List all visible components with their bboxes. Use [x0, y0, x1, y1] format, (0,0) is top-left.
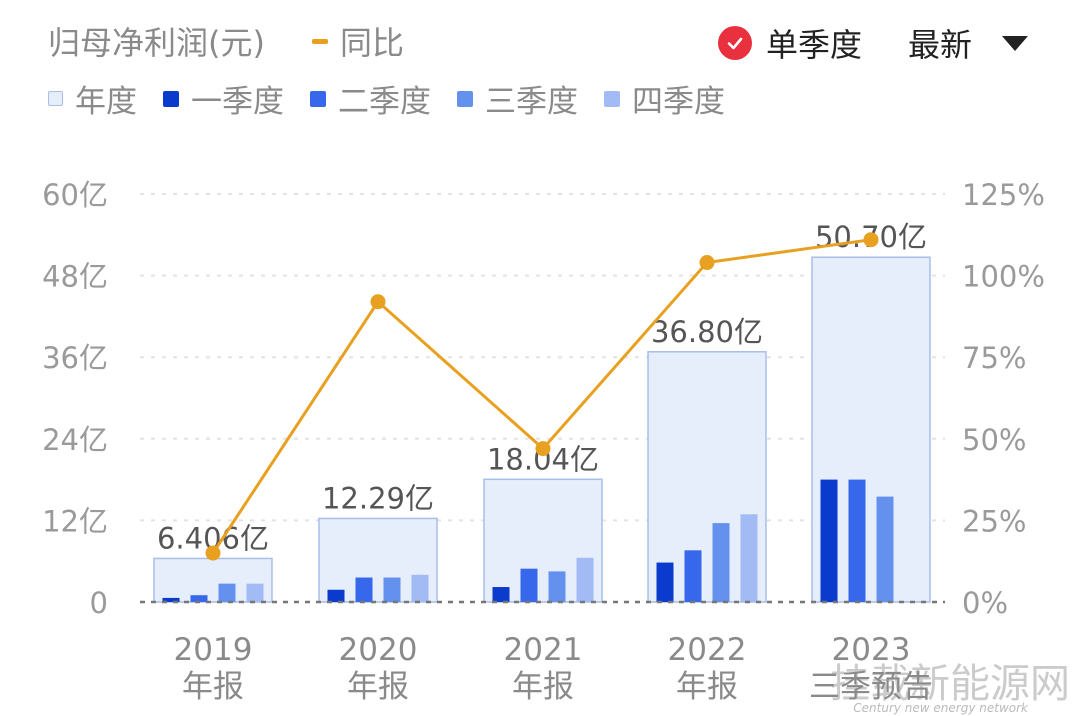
y-left-tick-label: 36亿 [42, 341, 108, 375]
y-right-tick-label: 75% [962, 341, 1026, 375]
y-left-tick-label: 12亿 [42, 504, 108, 538]
quarter-bar [548, 571, 566, 602]
quarter-bar [492, 587, 510, 602]
x-tick-label: 年报 [512, 669, 574, 705]
series-legend: 年度 一季度 二季度 三季度 四季度 [48, 76, 751, 121]
quarter-bar [656, 562, 674, 602]
yoy-point [370, 294, 386, 310]
quarter-bar [218, 583, 236, 602]
x-tick-label: 年报 [676, 669, 738, 705]
quarter-bar [246, 583, 264, 602]
y-right-tick-label: 0% [962, 586, 1008, 620]
quarter-bar [576, 557, 594, 602]
quarter-bar [355, 577, 373, 602]
x-tick-label: 2021 [504, 632, 583, 668]
quarter-bar [820, 479, 838, 602]
chart-title: 归母净利润(元) [48, 24, 265, 62]
legend-label: 一季度 [191, 84, 284, 120]
quarter-bar [190, 595, 208, 602]
caret-down-icon [1002, 35, 1029, 51]
legend-swatch-q3 [457, 90, 473, 107]
y-right-tick-label: 125% [962, 178, 1045, 212]
y-left-tick-label: 60亿 [42, 178, 108, 212]
annual-value-label: 12.29亿 [322, 481, 434, 515]
y-left-tick-label: 48亿 [42, 260, 108, 294]
legend-label: 二季度 [338, 84, 431, 120]
legend-item-q3[interactable]: 三季度 [457, 76, 578, 121]
y-left-tick-label: 24亿 [42, 423, 108, 457]
x-tick-label: 2023 [832, 632, 911, 668]
yoy-legend: 同比 [312, 18, 404, 64]
latest-label: 最新 [908, 26, 973, 64]
legend-label: 年度 [75, 84, 137, 120]
single-quarter-toggle[interactable]: 单季度 [718, 20, 862, 66]
legend-item-q4[interactable]: 四季度 [604, 76, 725, 121]
quarter-bar [876, 496, 894, 602]
x-tick-label: 三季预告 [809, 669, 933, 705]
line-dash-icon [312, 38, 328, 44]
legend-item-q2[interactable]: 二季度 [310, 76, 431, 121]
yoy-legend-label: 同比 [340, 24, 405, 62]
annual-value-label: 36.80亿 [651, 315, 763, 349]
latest-dropdown[interactable]: 最新 [908, 20, 1029, 66]
x-tick-label: 2020 [339, 632, 418, 668]
quarter-bar [162, 597, 180, 602]
check-icon [718, 26, 752, 60]
quarter-bar [411, 574, 429, 602]
yoy-point [205, 545, 221, 561]
watermark-subtitle: Century new energy network [853, 701, 1029, 715]
x-tick-label: 年报 [182, 669, 244, 705]
x-tick-label: 2019 [174, 632, 253, 668]
quarter-bar [520, 568, 538, 602]
legend-item-annual[interactable]: 年度 [48, 76, 137, 121]
legend-swatch-q2 [310, 90, 326, 107]
legend-label: 四季度 [632, 84, 725, 120]
legend-swatch-q4 [604, 90, 620, 107]
legend-item-q1[interactable]: 一季度 [163, 76, 284, 121]
quarter-bar [327, 589, 345, 602]
yoy-point [535, 441, 551, 457]
legend-swatch-annual [48, 91, 63, 106]
y-right-tick-label: 50% [962, 423, 1026, 457]
yoy-point [699, 255, 715, 271]
quarter-bar [684, 550, 702, 602]
yoy-point [863, 232, 879, 248]
y-left-tick-label: 0 [90, 586, 108, 620]
watermark-logo: 挂载新能源网 [830, 661, 1070, 707]
single-quarter-label: 单季度 [766, 26, 863, 64]
y-right-tick-label: 25% [962, 504, 1026, 538]
x-tick-label: 年报 [347, 669, 409, 705]
quarter-bar [740, 514, 758, 602]
legend-label: 三季度 [485, 84, 578, 120]
quarter-bar [848, 479, 866, 602]
quarter-bar [712, 523, 730, 602]
quarter-bar [383, 577, 401, 602]
y-right-tick-label: 100% [962, 260, 1045, 294]
x-tick-label: 2022 [668, 632, 747, 668]
legend-swatch-q1 [163, 90, 179, 107]
